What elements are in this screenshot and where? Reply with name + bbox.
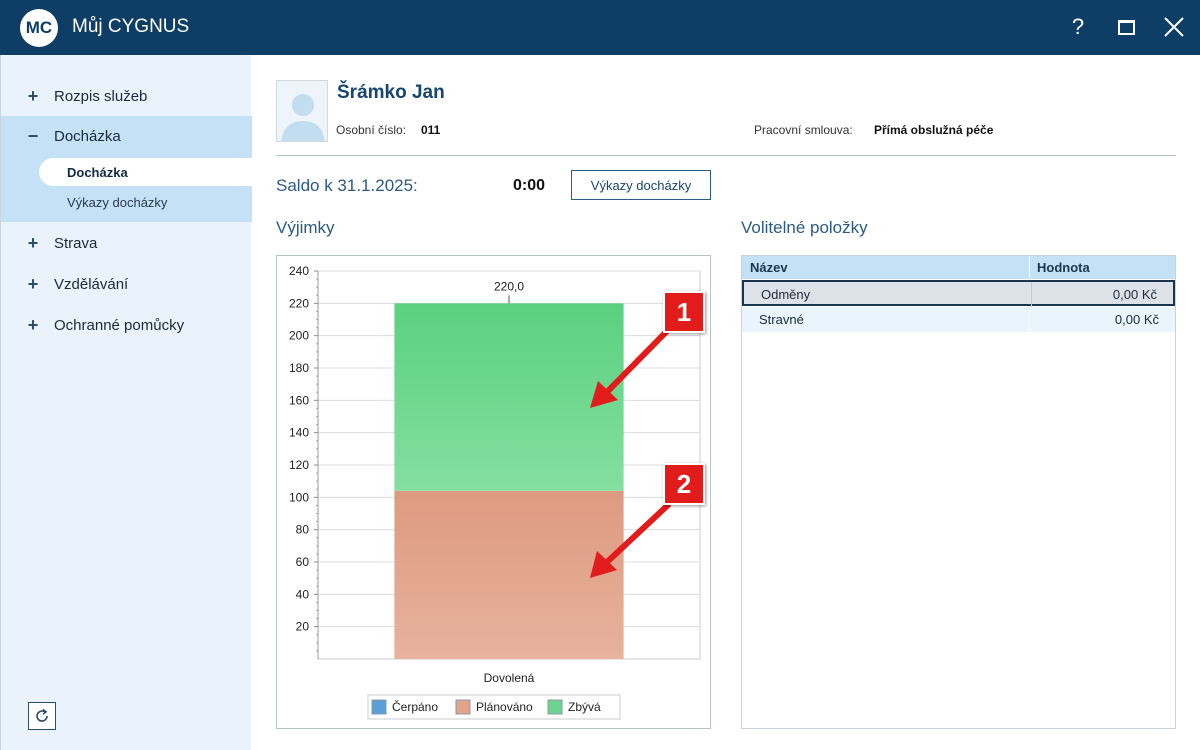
help-button[interactable]: ? (1071, 14, 1085, 39)
optional-items-table: Název Hodnota Odměny 0,00 Kč Stravné 0,0… (741, 255, 1176, 729)
annotation-marker-2: 2 (663, 463, 705, 505)
saldo-value: 0:00 (513, 177, 546, 194)
title-bar: MC Můj CYGNUS ? (0, 0, 1200, 55)
expand-icon: + (27, 232, 39, 253)
column-divider (1029, 307, 1030, 332)
y-tick-label: 240 (289, 264, 309, 278)
app-logo: MC (20, 9, 58, 47)
table-header: Název Hodnota (742, 256, 1175, 279)
cell-name: Odměny (761, 287, 811, 302)
employee-id-label: Osobní číslo: (336, 123, 407, 137)
close-button[interactable] (1159, 12, 1189, 42)
refresh-icon (36, 708, 48, 722)
expand-icon: + (27, 85, 39, 106)
total-data-label: 220,0 (494, 279, 524, 293)
employee-id-value: 011 (421, 123, 441, 137)
exceptions-chart: 20 40 60 80 100 120 140 160 180 200 220 240 220,0 Dov… (276, 255, 711, 729)
cell-name: Stravné (759, 312, 804, 327)
sidebar-item-label: Rozpis služeb (54, 87, 148, 105)
y-tick-label: 120 (289, 458, 309, 472)
y-tick-label: 60 (296, 555, 310, 569)
sidebar-item-strava[interactable]: + Strava (1, 223, 252, 263)
y-tick-label: 220 (289, 296, 309, 310)
cell-value: 0,00 Kč (1112, 287, 1157, 302)
employee-name: Šrámko Jan (337, 82, 445, 103)
app-title: Můj CYGNUS (72, 16, 190, 37)
close-icon (1164, 17, 1184, 37)
legend-swatch-zbývá (547, 699, 563, 715)
column-divider (1031, 282, 1032, 307)
user-placeholder-icon (281, 94, 325, 141)
bar-zbývá (394, 303, 624, 491)
refresh-button[interactable] (28, 702, 56, 730)
y-tick-label: 80 (296, 523, 310, 537)
maximize-icon (1117, 19, 1135, 35)
annotation-marker-1: 1 (663, 291, 705, 333)
legend (367, 694, 621, 720)
sidebar-subitem-vykazy-dochazky[interactable]: Výkazy docházky (67, 194, 168, 210)
avatar (276, 80, 328, 142)
legend-label: Zbývá (568, 700, 601, 714)
y-tick-label: 140 (289, 426, 309, 440)
collapse-icon: − (27, 125, 39, 146)
optional-items-title: Volitelné položky (741, 218, 868, 237)
sidebar-item-label: Ochranné pomůcky (54, 316, 185, 334)
y-tick-label: 100 (289, 490, 309, 504)
expand-icon: + (27, 314, 39, 335)
attendance-reports-button[interactable]: Výkazy docházky (571, 170, 711, 200)
y-tick-label: 20 (296, 620, 310, 634)
legend-swatch-čerpáno (371, 699, 387, 715)
contract-label: Pracovní smlouva: (754, 123, 853, 137)
sidebar-subitem-dochazka[interactable]: Docházka (39, 158, 252, 186)
saldo-label: Saldo k 31.1.2025: (276, 176, 418, 195)
sidebar-item-label: Vzdělávání (54, 275, 129, 293)
header-divider (276, 155, 1176, 156)
legend-label: Plánováno (476, 700, 533, 714)
column-header-value[interactable]: Hodnota (1037, 260, 1090, 275)
sidebar-item-label: Strava (54, 234, 98, 252)
chart-canvas: 20 40 60 80 100 120 140 160 180 200 220 240 220,0 Dov… (289, 264, 701, 720)
column-header-name[interactable]: Název (750, 260, 788, 275)
sidebar-item-vzdelavani[interactable]: + Vzdělávání (1, 264, 252, 304)
table-row[interactable]: Odměny 0,00 Kč (742, 280, 1175, 307)
sidebar-item-dochazka[interactable]: − Docházka (1, 116, 252, 156)
y-tick-label: 160 (289, 393, 309, 407)
expand-icon: + (27, 273, 39, 294)
sidebar-item-rozpis-sluzeb[interactable]: + Rozpis služeb (1, 76, 252, 116)
legend-label: Čerpáno (392, 699, 438, 714)
sidebar-item-ochranne-pomucky[interactable]: + Ochranné pomůcky (1, 305, 252, 345)
y-tick-label: 200 (289, 329, 309, 343)
legend-swatch-plánováno (455, 699, 471, 715)
x-category-label: Dovolená (484, 671, 535, 685)
contract-value: Přímá obslužná péče (874, 123, 994, 137)
sidebar-item-label: Docházka (54, 127, 121, 145)
sidebar: + Rozpis služeb − Docházka Docházka Výka… (0, 55, 252, 750)
y-tick-label: 40 (296, 587, 310, 601)
table-row[interactable]: Stravné 0,00 Kč (742, 307, 1175, 332)
bar-plánováno (394, 490, 624, 659)
cell-value: 0,00 Kč (1114, 312, 1159, 327)
maximize-button[interactable] (1111, 12, 1141, 42)
column-divider (1029, 256, 1030, 279)
exceptions-title: Výjimky (276, 218, 335, 237)
y-tick-label: 180 (289, 361, 309, 375)
